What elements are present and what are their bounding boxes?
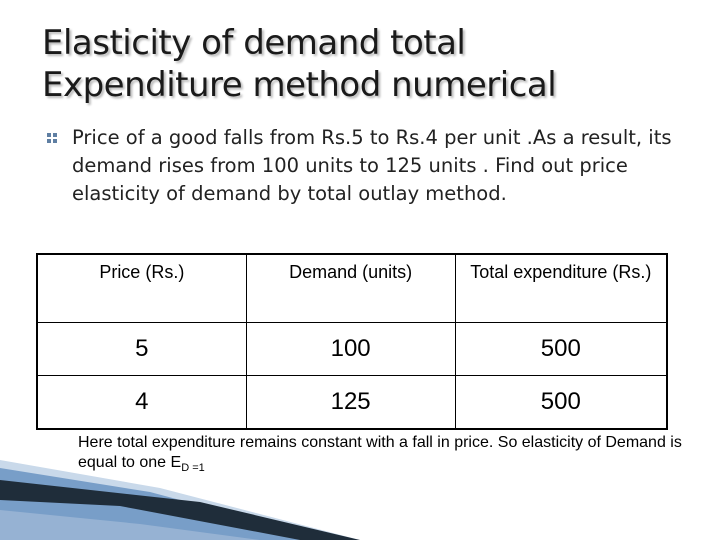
expenditure-table: Price (Rs.) Demand (units) Total expendi… [36,253,668,430]
cell-demand: 125 [245,375,456,430]
table-row: 4 125 500 [36,375,668,430]
title-line-1: Elasticity of demand total [42,23,466,63]
header-price: Price (Rs.) [36,253,247,323]
bullet-icon [46,132,58,144]
header-demand: Demand (units) [245,253,456,323]
table-header-row: Price (Rs.) Demand (units) Total expendi… [36,253,668,323]
note-subscript: D =1 [181,462,205,475]
cell-total-expenditure: 500 [454,322,668,376]
problem-statement: Price of a good falls from Rs.5 to Rs.4 … [72,126,672,205]
decorative-swoosh [0,460,360,540]
cell-price: 5 [36,322,247,376]
cell-demand: 100 [245,322,456,376]
slide-title: Elasticity of demand total Expenditure m… [42,22,702,106]
header-total-expenditure: Total expenditure (Rs.) [454,253,668,323]
cell-total-expenditure: 500 [454,375,668,430]
cell-price: 4 [36,375,247,430]
title-line-2: Expenditure method numerical [42,65,557,105]
table-row: 5 100 500 [36,322,668,376]
note-text: Here total expenditure remains constant … [78,434,682,471]
conclusion-note: Here total expenditure remains constant … [78,433,698,478]
